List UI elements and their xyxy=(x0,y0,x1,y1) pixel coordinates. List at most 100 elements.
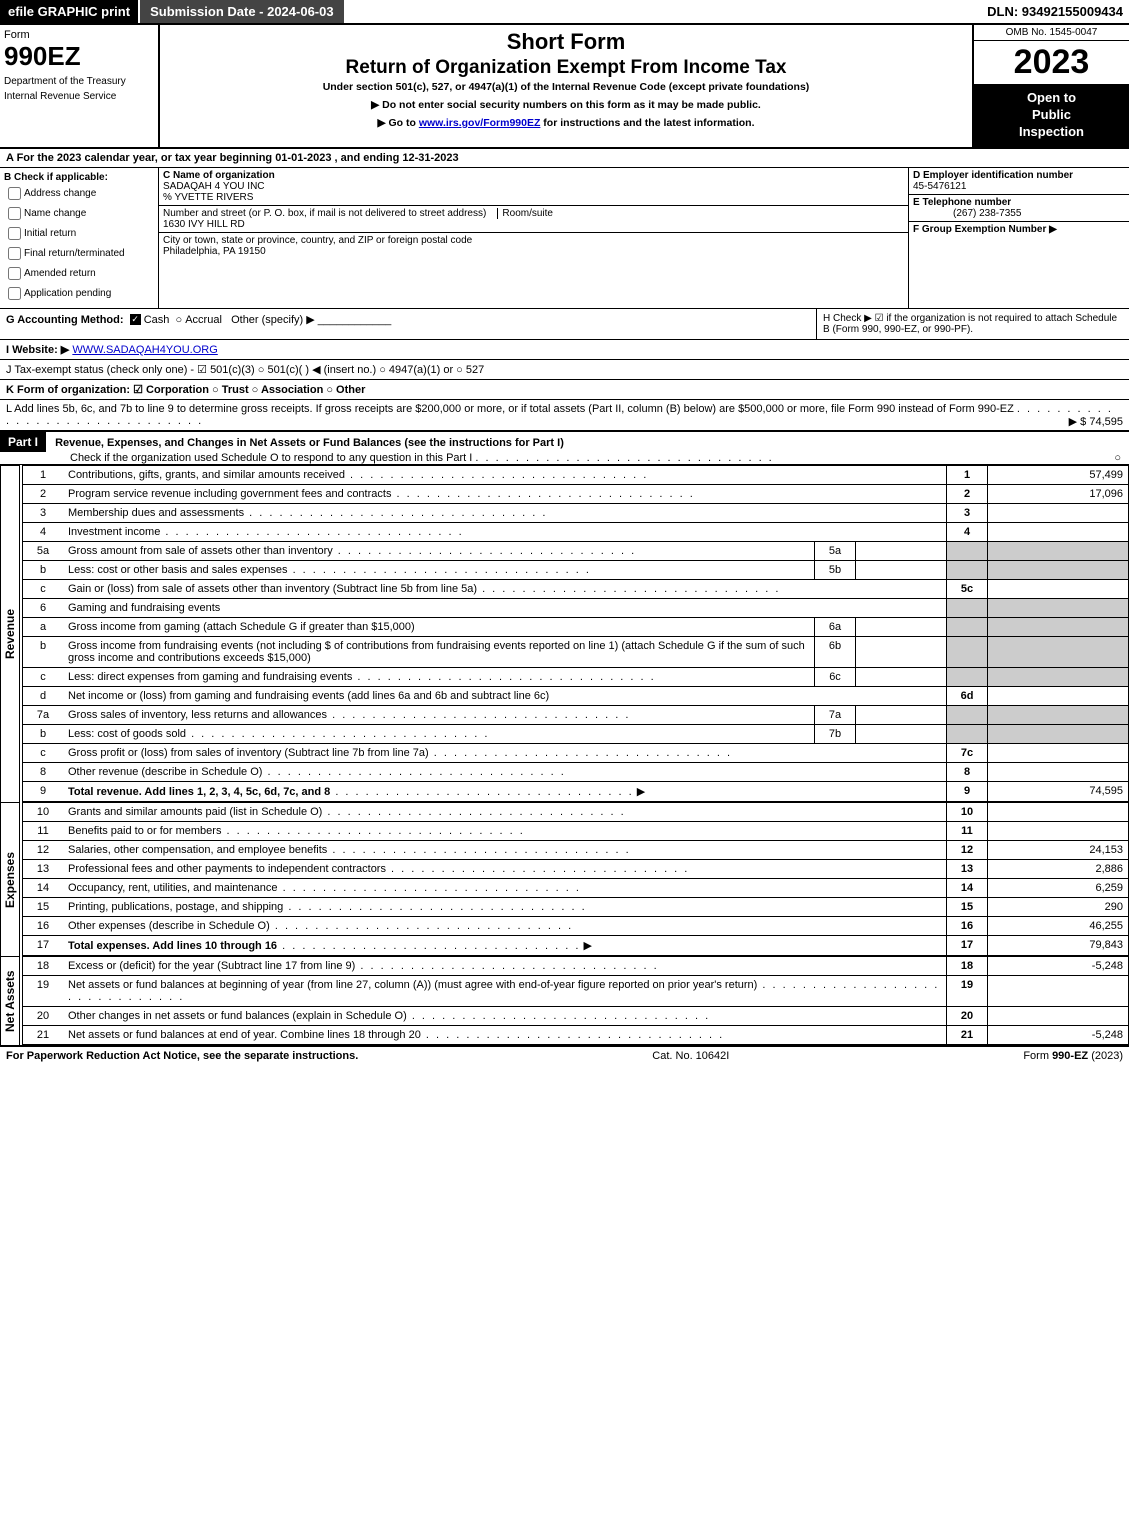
footer-cat-no: Cat. No. 10642I xyxy=(358,1050,1023,1062)
footer-form-ref: Form 990-EZ (2023) xyxy=(1023,1050,1123,1062)
part-1-label: Part I xyxy=(0,432,46,452)
section-c: C Name of organization SADAQAH 4 YOU INC… xyxy=(159,168,909,308)
page-footer: For Paperwork Reduction Act Notice, see … xyxy=(0,1045,1129,1065)
header-note-2: ▶ Go to www.irs.gov/Form990EZ for instru… xyxy=(168,117,964,129)
org-name: SADAQAH 4 YOU INC xyxy=(163,181,265,192)
chk-final-return[interactable]: Final return/terminated xyxy=(4,244,154,263)
section-k-text: K Form of organization: ☑ Corporation ○ … xyxy=(6,384,365,396)
tax-year: 2023 xyxy=(974,41,1129,84)
line-6a: a Gross income from gaming (attach Sched… xyxy=(23,617,1129,636)
irs-link[interactable]: www.irs.gov/Form990EZ xyxy=(419,117,541,129)
section-k: K Form of organization: ☑ Corporation ○ … xyxy=(0,380,1129,400)
group-exemption-block: F Group Exemption Number ▶ xyxy=(909,222,1129,237)
form-990ez-page: efile GRAPHIC print Submission Date - 20… xyxy=(0,0,1129,1065)
line-15: 15 Printing, publications, postage, and … xyxy=(23,897,1129,916)
section-a-tax-year: A For the 2023 calendar year, or tax yea… xyxy=(0,149,1129,168)
care-of: % YVETTE RIVERS xyxy=(163,192,253,203)
website-link[interactable]: WWW.SADAQAH4YOU.ORG xyxy=(72,344,217,356)
short-form-title: Short Form xyxy=(168,29,964,55)
org-info-row: B Check if applicable: Address change Na… xyxy=(0,168,1129,309)
g-cash: Cash xyxy=(144,314,170,326)
header-right: OMB No. 1545-0047 2023 Open to Public In… xyxy=(972,25,1129,147)
expenses-side-label: Expenses xyxy=(0,802,20,956)
part-1-check: Check if the organization used Schedule … xyxy=(0,452,472,464)
header-subtitle: Under section 501(c), 527, or 4947(a)(1)… xyxy=(168,81,964,93)
section-h: H Check ▶ ☑ if the organization is not r… xyxy=(816,309,1129,339)
street-block: Number and street (or P. O. box, if mail… xyxy=(159,206,908,233)
line-12: 12 Salaries, other compensation, and emp… xyxy=(23,840,1129,859)
line-16: 16 Other expenses (describe in Schedule … xyxy=(23,916,1129,935)
city-label: City or town, state or province, country… xyxy=(163,235,472,246)
dept-irs: Internal Revenue Service xyxy=(4,91,154,102)
part-1-title: Revenue, Expenses, and Changes in Net As… xyxy=(49,433,570,453)
group-label: F Group Exemption Number ▶ xyxy=(913,224,1057,235)
expenses-table: 10 Grants and similar amounts paid (list… xyxy=(22,802,1129,956)
submission-date: Submission Date - 2024-06-03 xyxy=(138,0,344,23)
note2-pre: ▶ Go to xyxy=(378,117,419,129)
check-icon: ✓ xyxy=(130,314,141,325)
line-11: 11 Benefits paid to or for members 11 xyxy=(23,821,1129,840)
line-6: 6 Gaming and fundraising events xyxy=(23,598,1129,617)
chk-address-change[interactable]: Address change xyxy=(4,184,154,203)
line-19: 19 Net assets or fund balances at beginn… xyxy=(23,975,1129,1006)
ein-label: D Employer identification number xyxy=(913,170,1073,181)
inspection-line-2: Public xyxy=(978,107,1125,124)
form-header: Form 990EZ Department of the Treasury In… xyxy=(0,25,1129,149)
line-17: 17 Total expenses. Add lines 10 through … xyxy=(23,935,1129,955)
section-g: G Accounting Method: ✓ Cash ○ Accrual Ot… xyxy=(0,309,816,339)
footer-left: For Paperwork Reduction Act Notice, see … xyxy=(6,1050,358,1062)
header-left: Form 990EZ Department of the Treasury In… xyxy=(0,25,160,147)
line-4: 4 Investment income 4 xyxy=(23,522,1129,541)
line-9: 9 Total revenue. Add lines 1, 2, 3, 4, 5… xyxy=(23,781,1129,801)
line-21: 21 Net assets or fund balances at end of… xyxy=(23,1025,1129,1044)
line-18: 18 Excess or (deficit) for the year (Sub… xyxy=(23,956,1129,975)
ein-value: 45-5476121 xyxy=(913,181,966,192)
chk-application-pending[interactable]: Application pending xyxy=(4,284,154,303)
part-1-check-val: ○ xyxy=(1114,452,1129,464)
line-20: 20 Other changes in net assets or fund b… xyxy=(23,1006,1129,1025)
line-5a: 5a Gross amount from sale of assets othe… xyxy=(23,541,1129,560)
room-label: Room/suite xyxy=(497,208,553,219)
chk-name-change[interactable]: Name change xyxy=(4,204,154,223)
phone-block: E Telephone number (267) 238-7355 xyxy=(909,195,1129,222)
section-l: L Add lines 5b, 6c, and 7b to line 9 to … xyxy=(0,400,1129,431)
line-6c: c Less: direct expenses from gaming and … xyxy=(23,667,1129,686)
part-1-header-row: Part I Revenue, Expenses, and Changes in… xyxy=(0,431,1129,465)
inspection-line-3: Inspection xyxy=(978,124,1125,141)
netassets-side-label: Net Assets xyxy=(0,956,20,1045)
line-10: 10 Grants and similar amounts paid (list… xyxy=(23,802,1129,821)
omb-number: OMB No. 1545-0047 xyxy=(974,25,1129,41)
revenue-table: 1 Contributions, gifts, grants, and simi… xyxy=(22,465,1129,802)
g-other: Other (specify) ▶ xyxy=(231,314,315,326)
i-label: I Website: ▶ xyxy=(6,344,69,356)
row-g-h: G Accounting Method: ✓ Cash ○ Accrual Ot… xyxy=(0,309,1129,340)
efile-label: efile GRAPHIC print xyxy=(0,0,138,23)
phone-label: E Telephone number xyxy=(913,197,1011,208)
l-amount: ▶ $ 74,595 xyxy=(1069,415,1123,428)
header-center: Short Form Return of Organization Exempt… xyxy=(160,25,972,147)
section-i: I Website: ▶ WWW.SADAQAH4YOU.ORG xyxy=(0,340,1129,360)
ein-block: D Employer identification number 45-5476… xyxy=(909,168,1129,195)
top-bar: efile GRAPHIC print Submission Date - 20… xyxy=(0,0,1129,25)
line-14: 14 Occupancy, rent, utilities, and maint… xyxy=(23,878,1129,897)
section-b: B Check if applicable: Address change Na… xyxy=(0,168,159,308)
return-title: Return of Organization Exempt From Incom… xyxy=(168,57,964,79)
line-7a: 7a Gross sales of inventory, less return… xyxy=(23,705,1129,724)
chk-initial-return[interactable]: Initial return xyxy=(4,224,154,243)
line-6d: d Net income or (loss) from gaming and f… xyxy=(23,686,1129,705)
org-name-block: C Name of organization SADAQAH 4 YOU INC… xyxy=(159,168,908,206)
note2-post: for instructions and the latest informat… xyxy=(540,117,754,129)
dots-icon xyxy=(475,452,773,464)
part-1-body: Revenue 1 Contributions, gifts, grants, … xyxy=(0,465,1129,1045)
l-text: L Add lines 5b, 6c, and 7b to line 9 to … xyxy=(6,403,1014,415)
phone-value: (267) 238-7355 xyxy=(913,208,1021,219)
city-value: Philadelphia, PA 19150 xyxy=(163,246,266,257)
revenue-side-label: Revenue xyxy=(0,465,20,802)
section-a-text: A For the 2023 calendar year, or tax yea… xyxy=(6,152,459,164)
chk-amended[interactable]: Amended return xyxy=(4,264,154,283)
form-label: Form xyxy=(4,29,154,41)
line-1: 1 Contributions, gifts, grants, and simi… xyxy=(23,465,1129,484)
street-label: Number and street (or P. O. box, if mail… xyxy=(163,208,486,219)
line-2: 2 Program service revenue including gove… xyxy=(23,484,1129,503)
line-3: 3 Membership dues and assessments 3 xyxy=(23,503,1129,522)
